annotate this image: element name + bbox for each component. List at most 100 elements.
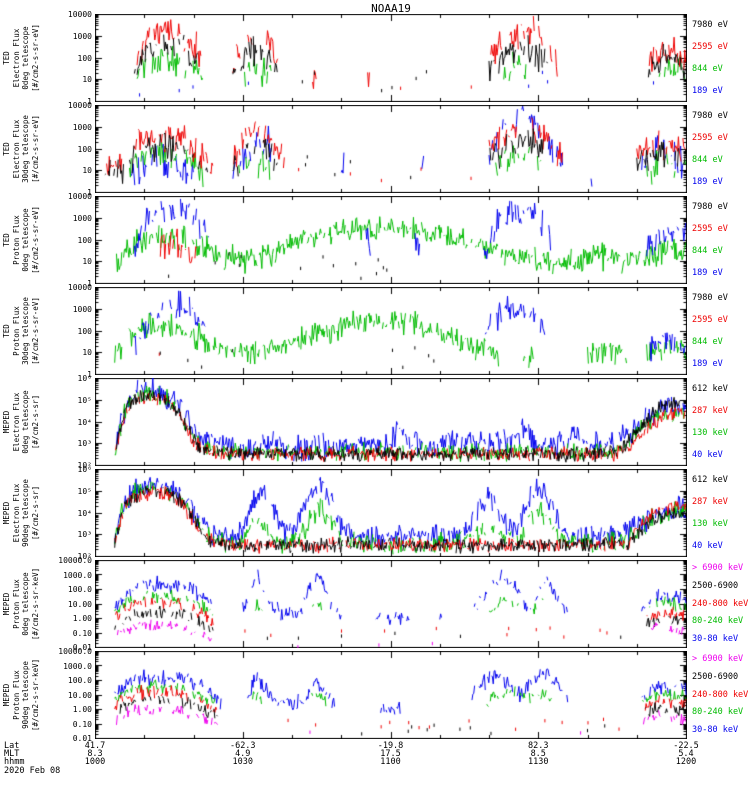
- y-tick-label: 1: [87, 279, 92, 288]
- y-tick-label: 100.0: [67, 676, 92, 685]
- y-tick-label: 0.10: [72, 628, 92, 638]
- panel-ylabel: MEPED Proton Flux 90deg telescope [#/cm2-s-…: [2, 651, 50, 739]
- legend-label: 7980 eV: [692, 292, 728, 303]
- legend-label: 80-240 keV: [692, 707, 744, 718]
- legend-label: > 6900 keV: [692, 654, 744, 665]
- legend-label: 2500-6900: [692, 580, 739, 591]
- panel-plot: [95, 560, 687, 648]
- y-tick-label: 1: [87, 188, 92, 197]
- legend-label: 30-80 keV: [692, 633, 739, 644]
- y-tick-label: 10000.0: [58, 647, 92, 656]
- legend-label: 287 keV: [692, 496, 728, 507]
- y-tick-label: 10⁵: [77, 486, 92, 496]
- panel-plot: [95, 196, 687, 284]
- x-tick-label: 1000: [84, 757, 106, 767]
- legend-label: 189 eV: [692, 85, 723, 96]
- y-tick-label: 10.00: [67, 690, 92, 700]
- y-tick-label: 1000: [72, 31, 92, 41]
- mlt-value: 5.4: [678, 749, 694, 759]
- y-tick-label: 10000: [67, 283, 92, 292]
- panel-plot: [95, 651, 687, 739]
- legend-label: > 6900 keV: [692, 563, 744, 574]
- legend-label: 7980 eV: [692, 201, 728, 212]
- panel-ylabel: TED Electron Flux 0deg telescope [#/cm2-s-s…: [2, 14, 50, 102]
- x-tick-label: 1130: [528, 757, 549, 767]
- legend-label: 844 eV: [692, 154, 723, 165]
- legend-label: 2595 eV: [692, 314, 728, 325]
- panel-plot: [95, 469, 687, 557]
- mlt-value: 4.9: [235, 749, 251, 759]
- panel-ylabel: TED Electron Flux 30deg telescope [#/cm2-s-…: [2, 105, 50, 193]
- panel-plot: [95, 378, 687, 466]
- y-tick-label: 10000.0: [58, 556, 92, 565]
- legend-label: 612 keV: [692, 474, 728, 485]
- panel-ylabel: MEPED Electron Flux 90deg telescope [#/cm2-…: [2, 469, 50, 557]
- legend-label: 7980 eV: [692, 19, 728, 30]
- y-tick-label: 10⁶: [77, 465, 92, 474]
- y-tick-label: 100: [77, 53, 92, 63]
- y-tick-label: 0.01: [72, 643, 92, 652]
- legend-label: 2595 eV: [692, 132, 728, 143]
- legend-label: 80-240 keV: [692, 616, 744, 627]
- y-tick-label: 100: [77, 144, 92, 154]
- panel-ylabel-text: TED Electron Flux 30deg telescope [#/cm2-s-…: [2, 115, 40, 183]
- y-tick-label: 10: [82, 166, 92, 176]
- panel-ylabel: MEPED Electron Flux 0deg telescope [#/cm2-s…: [2, 378, 50, 466]
- x-tick-label: 1030: [232, 757, 253, 767]
- y-tick-label: 100: [77, 326, 92, 336]
- y-tick-label: 10³: [77, 439, 92, 449]
- y-tick-label: 1000.0: [63, 661, 92, 671]
- y-tick-label: 0.10: [72, 719, 92, 729]
- legend-label: 844 eV: [692, 336, 723, 347]
- y-tick-label: 10⁶: [77, 374, 92, 383]
- legend-label: 130 keV: [692, 518, 728, 529]
- panel-ylabel-text: MEPED Proton Flux 90deg telescope [#/cm2-s-…: [2, 658, 40, 732]
- lat-value: -19.8: [377, 741, 404, 751]
- panel-plot: [95, 105, 687, 193]
- legend-label: 40 keV: [692, 540, 723, 551]
- y-tick-label: 10⁴: [77, 417, 92, 427]
- chart-title: NOAA19: [371, 2, 411, 15]
- legend-label: 130 keV: [692, 427, 728, 438]
- y-tick-label: 1000: [72, 122, 92, 132]
- y-tick-label: 1: [87, 97, 92, 106]
- legend-label: 40 keV: [692, 449, 723, 460]
- y-tick-label: 1: [87, 370, 92, 379]
- y-tick-label: 10³: [77, 530, 92, 540]
- legend-label: 240-800 keV: [692, 689, 749, 700]
- mlt-value: 17.5: [380, 749, 401, 759]
- y-tick-label: 10: [82, 257, 92, 267]
- lat-row-label: Lat: [4, 741, 20, 751]
- y-tick-label: 100: [77, 235, 92, 245]
- y-tick-label: 1000.0: [63, 570, 92, 580]
- panel-ylabel-text: MEPED Electron Flux 0deg telescope [#/cm2-s…: [2, 390, 40, 454]
- y-tick-label: 1.00: [72, 614, 92, 623]
- y-tick-label: 100.0: [67, 585, 92, 594]
- panel-plot: [95, 14, 687, 102]
- y-tick-label: 1000: [72, 213, 92, 223]
- y-tick-label: 1.00: [72, 705, 92, 714]
- legend-label: 2500-6900: [692, 671, 739, 682]
- panel-ylabel: MEPED Proton Flux 0deg telescope [#/cm2-s-s…: [2, 560, 50, 648]
- y-tick-label: 10: [82, 75, 92, 85]
- y-tick-label: 10000: [67, 10, 92, 19]
- mlt-value: 8.3: [87, 749, 103, 759]
- legend-label: 189 eV: [692, 176, 723, 187]
- panel-ylabel-text: TED Proton Flux 30deg telescope [#/cm2-s-sr…: [2, 297, 40, 365]
- panel-ylabel: TED Proton Flux 30deg telescope [#/cm2-s-sr…: [2, 287, 50, 375]
- y-tick-label: 0.01: [72, 734, 92, 743]
- panel-plot: [95, 287, 687, 375]
- y-tick-label: 10²: [77, 552, 92, 561]
- legend-label: 2595 eV: [692, 41, 728, 52]
- lat-value: 41.7: [84, 741, 106, 751]
- legend-label: 7980 eV: [692, 110, 728, 121]
- mlt-row-label: MLT: [4, 749, 20, 759]
- y-tick-label: 1000: [72, 304, 92, 314]
- panel-ylabel-text: MEPED Electron Flux 90deg telescope [#/cm2-…: [2, 479, 40, 547]
- time-row-label: hhmm: [4, 757, 25, 767]
- legend-label: 844 eV: [692, 245, 723, 256]
- legend-label: 189 eV: [692, 267, 723, 278]
- mlt-value: 8.5: [530, 749, 546, 759]
- lat-value: -62.3: [229, 741, 256, 751]
